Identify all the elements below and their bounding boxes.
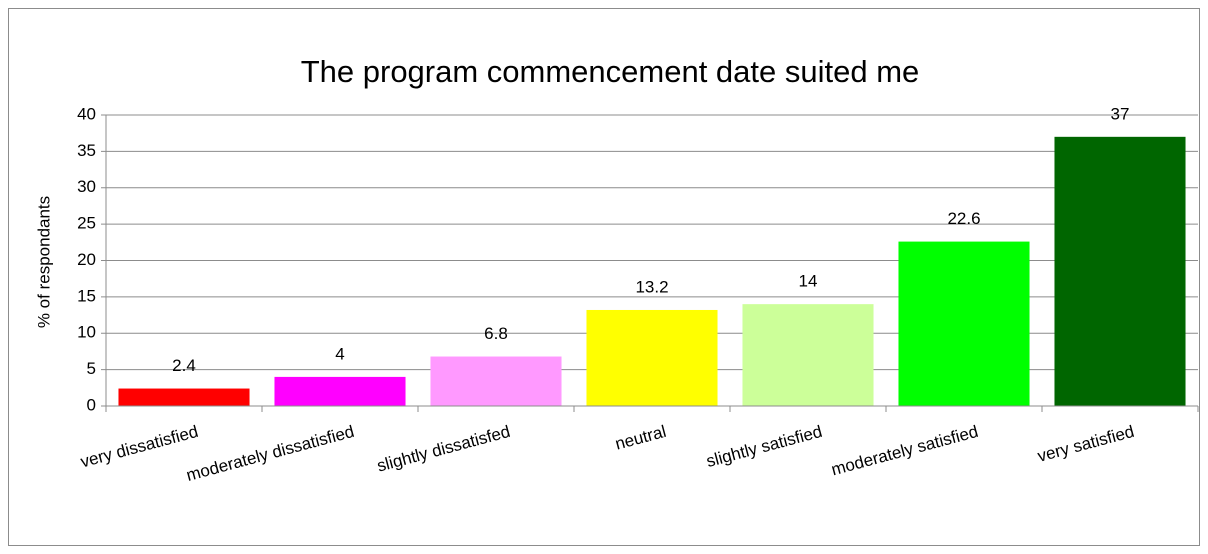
bar [586,309,718,406]
y-tick-label: 15 [77,286,96,305]
y-tick-label: 5 [87,359,96,378]
data-label: 14 [799,272,818,291]
bar [274,376,406,406]
bar [430,356,562,406]
y-tick-label: 20 [77,250,96,269]
y-tick-label: 40 [77,104,96,123]
y-tick-label: 30 [77,177,96,196]
chart-title: The program commencement date suited me [301,54,920,89]
bar [118,388,250,406]
bar [1054,136,1186,406]
bar [898,241,1030,406]
bar [742,304,874,406]
y-tick-label: 25 [77,214,96,233]
y-tick-label: 10 [77,323,96,342]
data-label: 2.4 [172,356,196,375]
y-tick-label: 0 [87,395,96,414]
data-label: 22.6 [947,209,980,228]
data-label: 4 [335,344,344,363]
data-label: 37 [1111,104,1130,123]
y-axis-label: % of respondants [34,196,53,328]
data-label: 13.2 [635,277,668,296]
data-label: 6.8 [484,324,508,343]
y-tick-label: 35 [77,141,96,160]
